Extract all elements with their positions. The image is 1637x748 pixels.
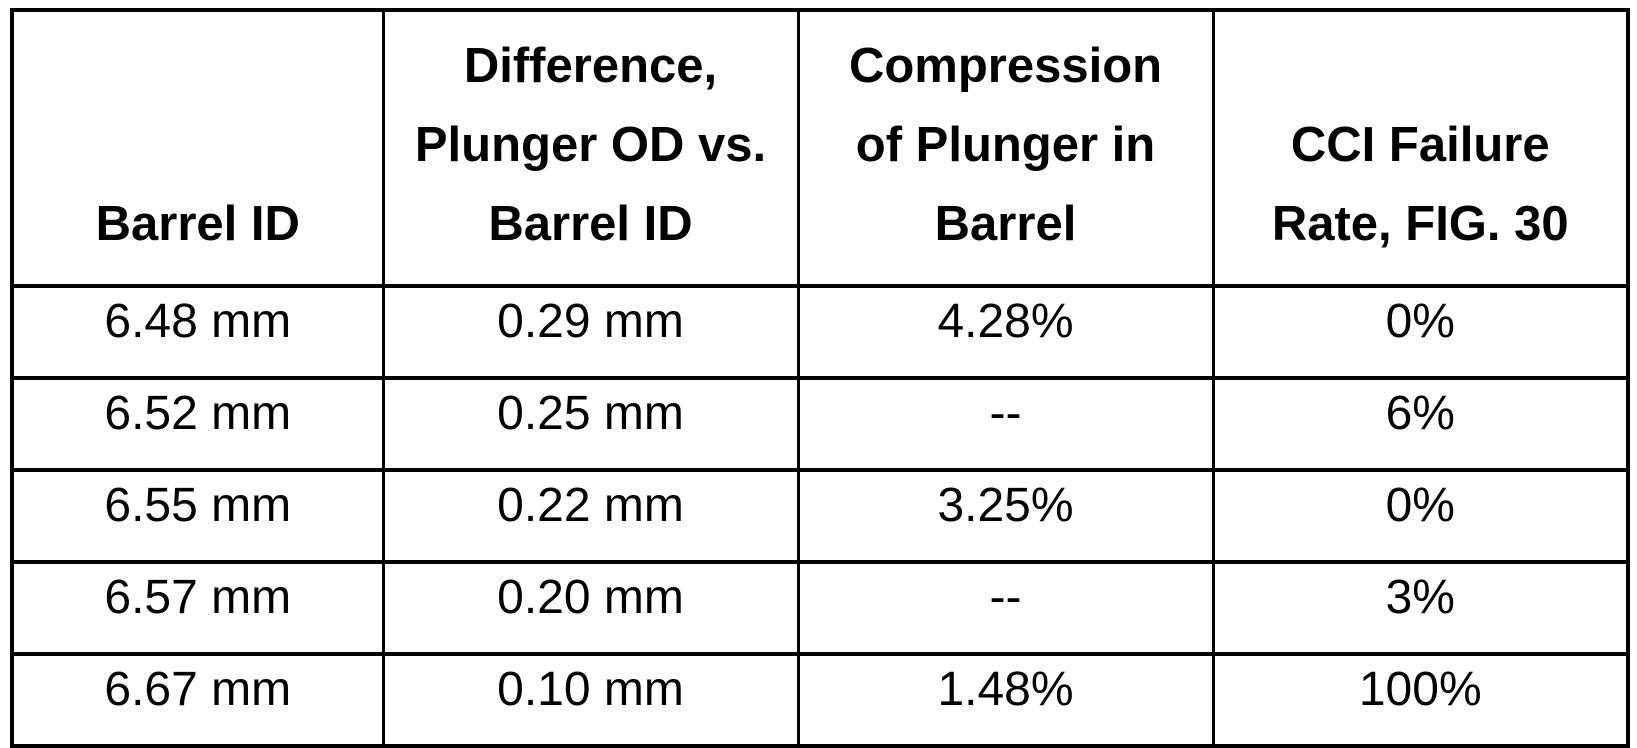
cell-compression-of-plunger-in-barrel: 1.48%: [796, 652, 1215, 748]
cell-difference-plunger-od-vs-barrel-id: 0.25 mm: [381, 376, 800, 472]
table-row: 6.52 mm 0.25 mm -- 6%: [10, 376, 1630, 472]
cell-cci-failure-rate: 3%: [1211, 560, 1630, 656]
cell-cci-failure-rate: 0%: [1211, 284, 1630, 380]
cell-cci-failure-rate: 100%: [1211, 652, 1630, 748]
cell-compression-of-plunger-in-barrel: 3.25%: [796, 468, 1215, 564]
data-table: Barrel ID Difference, Plunger OD vs. Barr…: [10, 8, 1630, 748]
cell-difference-plunger-od-vs-barrel-id: 0.22 mm: [381, 468, 800, 564]
cell-barrel-id: 6.57 mm: [10, 560, 385, 656]
column-header-cci-failure-rate: CCI Failure Rate, FIG. 30: [1211, 8, 1630, 288]
cell-compression-of-plunger-in-barrel: --: [796, 560, 1215, 656]
cell-cci-failure-rate: 0%: [1211, 468, 1630, 564]
cell-compression-of-plunger-in-barrel: 4.28%: [796, 284, 1215, 380]
cell-difference-plunger-od-vs-barrel-id: 0.20 mm: [381, 560, 800, 656]
table-container: Barrel ID Difference, Plunger OD vs. Barr…: [10, 8, 1630, 748]
header-row: Barrel ID Difference, Plunger OD vs. Barr…: [10, 8, 1630, 288]
cell-barrel-id: 6.55 mm: [10, 468, 385, 564]
cell-difference-plunger-od-vs-barrel-id: 0.10 mm: [381, 652, 800, 748]
cell-barrel-id: 6.48 mm: [10, 284, 385, 380]
cell-barrel-id: 6.67 mm: [10, 652, 385, 748]
cell-compression-of-plunger-in-barrel: --: [796, 376, 1215, 472]
column-header-barrel-id: Barrel ID: [10, 8, 385, 288]
cell-barrel-id: 6.52 mm: [10, 376, 385, 472]
cell-difference-plunger-od-vs-barrel-id: 0.29 mm: [381, 284, 800, 380]
table-row: 6.57 mm 0.20 mm -- 3%: [10, 560, 1630, 656]
column-header-difference-plunger-od-vs-barrel-id: Difference, Plunger OD vs. Barrel ID: [381, 8, 800, 288]
cell-cci-failure-rate: 6%: [1211, 376, 1630, 472]
table-row: 6.55 mm 0.22 mm 3.25% 0%: [10, 468, 1630, 564]
column-header-compression-of-plunger-in-barrel: Compression of Plunger in Barrel: [796, 8, 1215, 288]
table-row: 6.48 mm 0.29 mm 4.28% 0%: [10, 284, 1630, 380]
table-row: 6.67 mm 0.10 mm 1.48% 100%: [10, 652, 1630, 748]
